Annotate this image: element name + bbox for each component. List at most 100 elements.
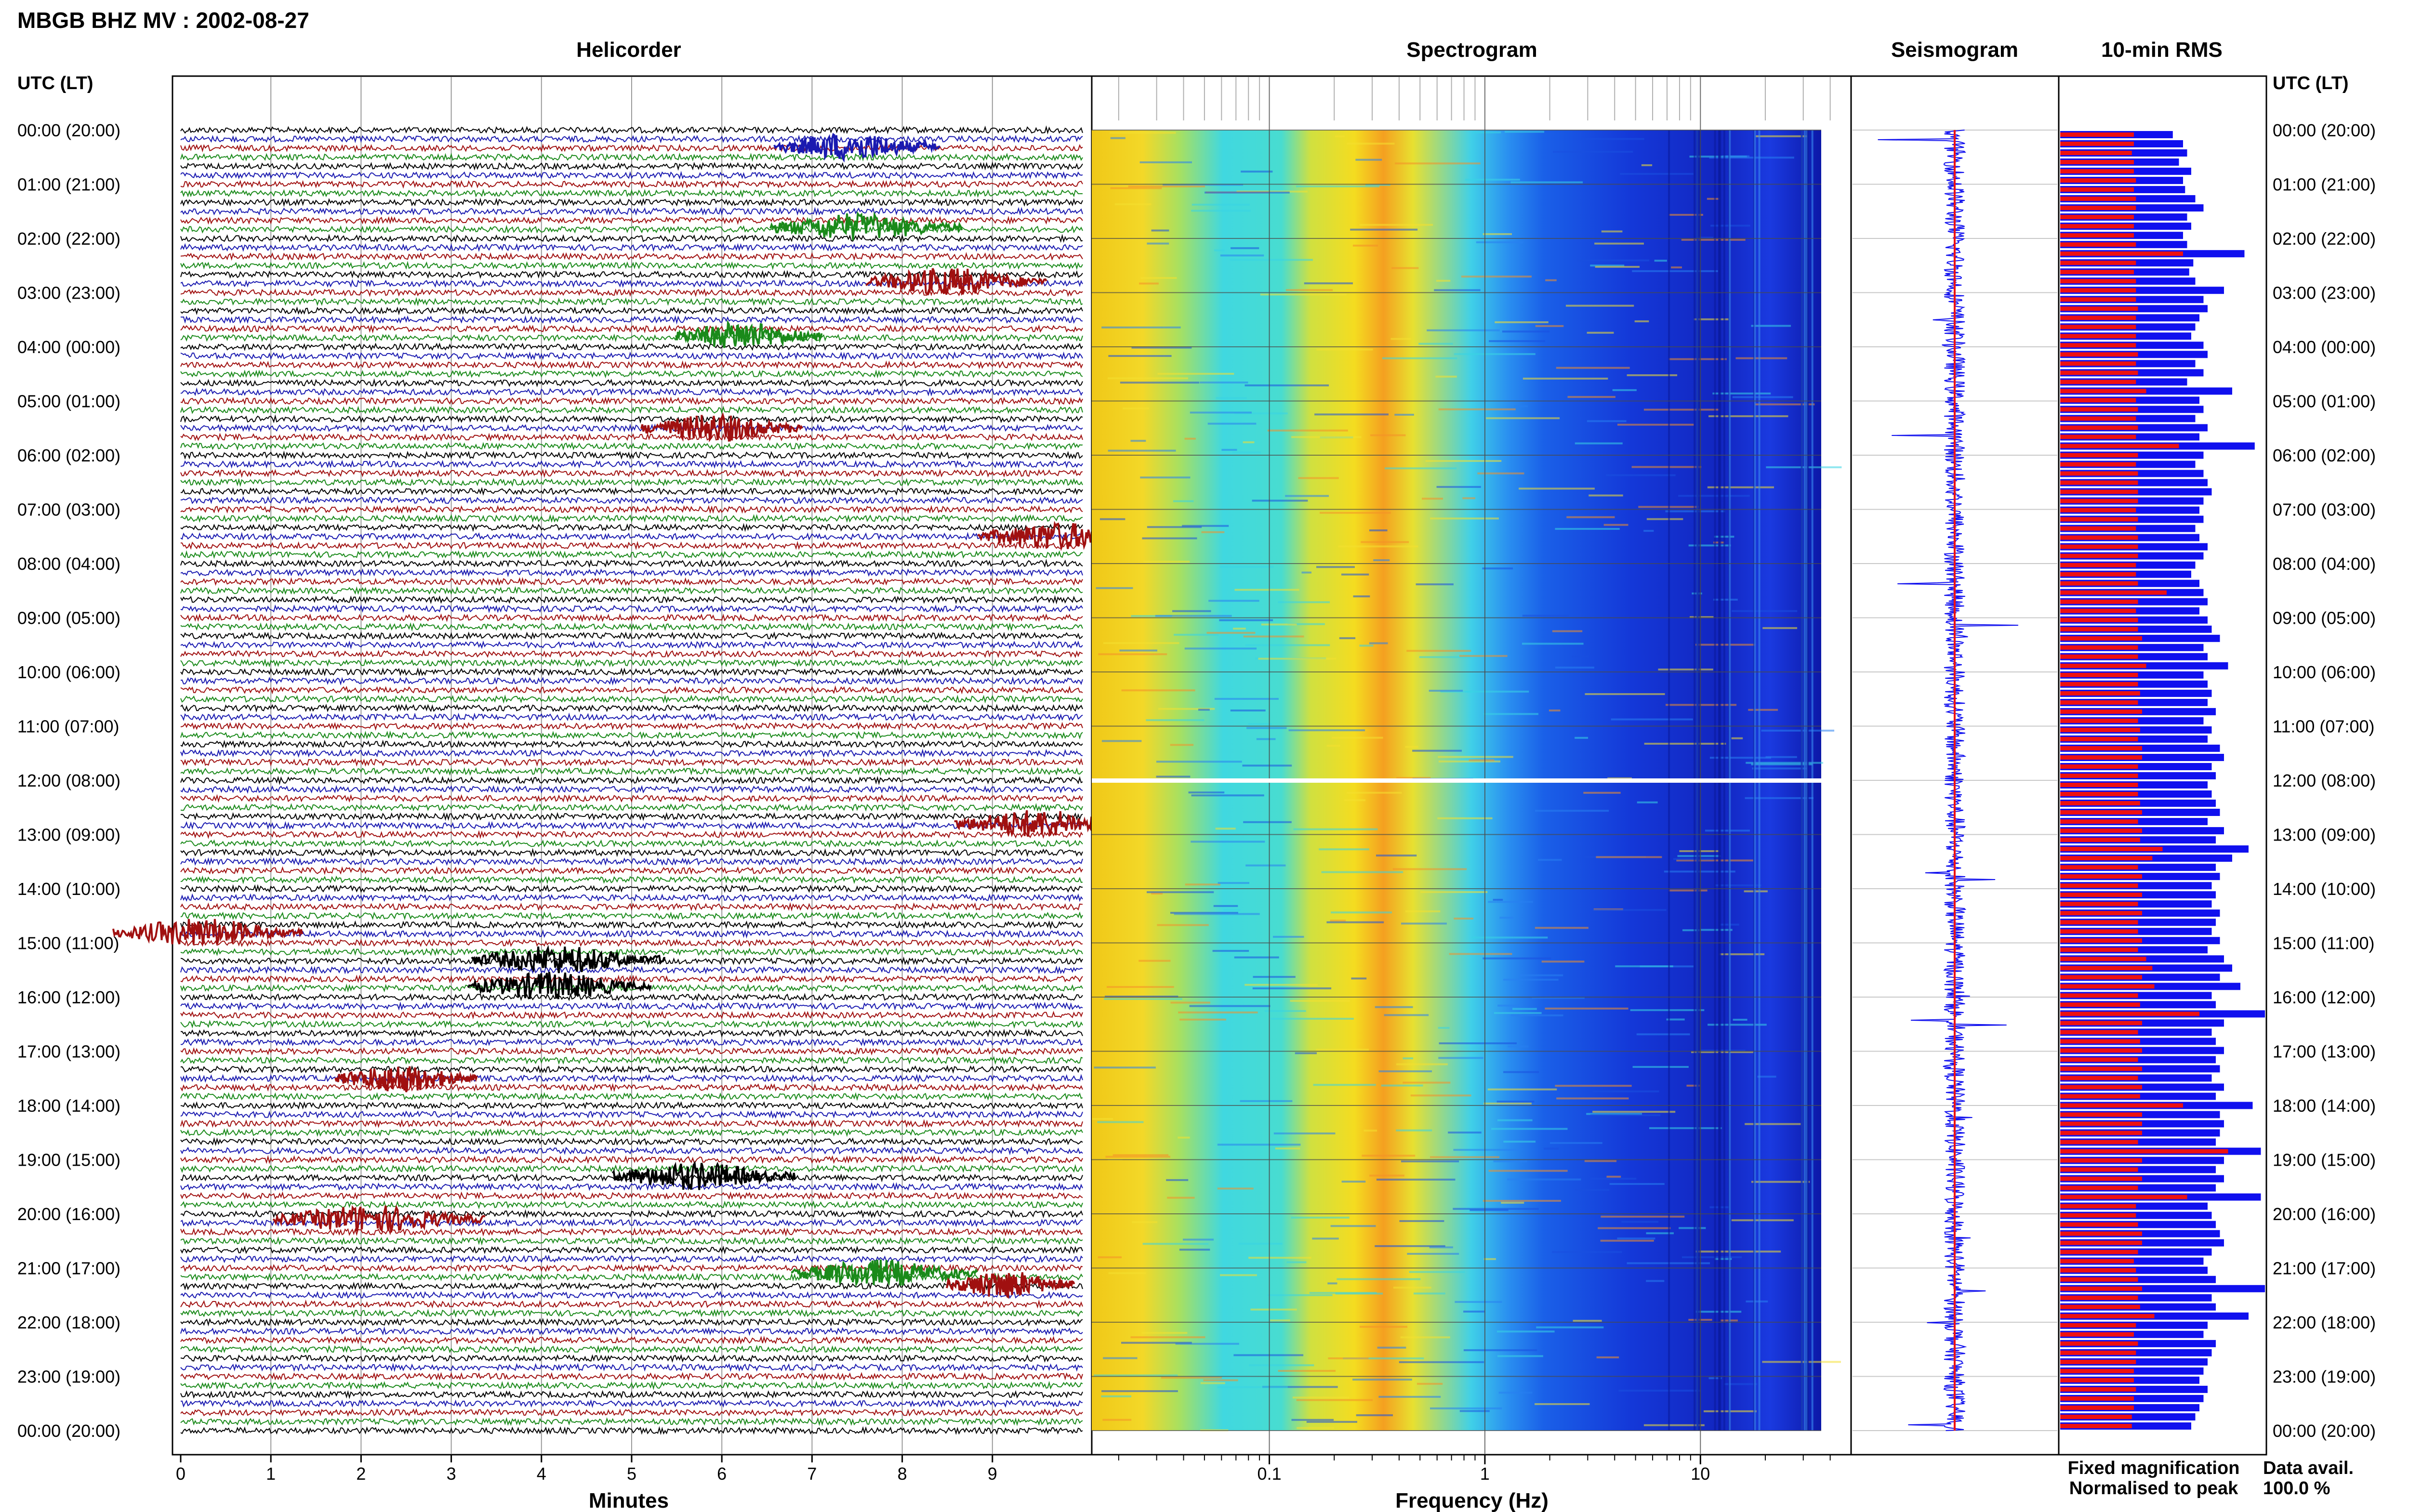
rms-bar-normalised (2060, 1002, 2140, 1007)
spectrogram-noise (1712, 392, 1771, 394)
spectrogram-noise (1131, 615, 1172, 617)
helicorder-trace (180, 243, 1083, 252)
spectrogram-noise (1403, 1081, 1451, 1084)
spectrogram-noise (1691, 1051, 1754, 1053)
spectrogram-noise (1592, 1090, 1659, 1092)
spectrogram-noise (1278, 601, 1330, 604)
helicorder-x-tick-label: 8 (898, 1464, 907, 1484)
time-label-right: 19:00 (15:00) (2273, 1150, 2376, 1170)
helicorder-trace (180, 785, 1083, 794)
spectrogram-noise (1213, 905, 1238, 907)
helicorder-trace (180, 134, 1083, 144)
helicorder-trace (180, 767, 1083, 776)
spectrogram-noise (1377, 1346, 1406, 1349)
spectrogram-noise (1392, 868, 1467, 870)
spectrogram-noise (1191, 794, 1264, 797)
rms-bar-normalised (2060, 215, 2134, 220)
spectrogram-noise (1271, 1018, 1354, 1020)
spectrogram-noise (1463, 1349, 1537, 1352)
spectrogram-noise (1330, 1225, 1376, 1227)
helicorder-trace (180, 812, 1083, 821)
spectrogram-noise (1151, 893, 1163, 895)
spectrogram-noise (1219, 565, 1274, 568)
helicorder-event (773, 132, 940, 163)
spectrogram-noise (1607, 777, 1632, 779)
spectrogram-noise (1462, 497, 1475, 500)
rms-bar-normalised (2060, 1131, 2142, 1135)
helicorder-trace (180, 640, 1083, 650)
spectrogram-noise (1108, 1272, 1146, 1275)
rms-bar-normalised (2060, 627, 2138, 631)
spectrogram-noise (1341, 1181, 1366, 1183)
helicorder-x-tick-label: 7 (807, 1464, 817, 1484)
spectrogram-noise (1359, 1326, 1408, 1328)
spectrogram-noise (1425, 460, 1502, 462)
rms-bar-normalised (2060, 1323, 2136, 1328)
spectrogram-noise (1643, 530, 1654, 532)
spectrogram-noise (1601, 230, 1623, 233)
spectrogram-noise (1377, 1178, 1456, 1181)
time-label-right: 00:00 (20:00) (2273, 120, 2376, 140)
rms-bar-normalised (2060, 1057, 2138, 1062)
spectrogram-noise (1212, 950, 1249, 952)
spectrogram-noise (1511, 1014, 1563, 1016)
rms-bar-normalised (2060, 499, 2138, 503)
spectrogram-noise (1381, 1084, 1423, 1087)
spectrogram-noise (1208, 600, 1259, 602)
helicorder-trace (180, 288, 1083, 297)
rms-bar-normalised (2060, 1341, 2138, 1346)
spectrogram-noise (1477, 472, 1524, 474)
rms-bar-normalised (2060, 1249, 2138, 1254)
spectrogram-noise (1681, 1256, 1742, 1259)
rms-bar-normalised (2060, 425, 2138, 430)
spectrogram-noise (1170, 1001, 1210, 1004)
rms-bar-normalised (2060, 1204, 2136, 1209)
spectrogram-noise (1641, 164, 1653, 166)
spectrogram-noise (1422, 498, 1443, 500)
spectrogram-noise (1298, 477, 1339, 479)
spectrogram-noise (1459, 1410, 1490, 1412)
helicorder-trace (180, 351, 1083, 361)
helicorder-trace (180, 207, 1083, 216)
spectrogram-noise (1331, 911, 1392, 914)
spectrogram-noise (1234, 956, 1279, 959)
spectrogram-noise (1094, 1066, 1156, 1069)
time-label-left: 20:00 (16:00) (17, 1204, 120, 1224)
rms-bar-normalised (2060, 1415, 2132, 1419)
legend-fixed-magnification: Fixed magnification (2068, 1458, 2240, 1478)
rms-bar-normalised (2060, 911, 2142, 916)
helicorder-trace (180, 1290, 1083, 1300)
spectrogram-noise (1391, 267, 1419, 269)
rms-bar-normalised (2060, 645, 2138, 650)
spectrogram-noise (1552, 1251, 1622, 1253)
spectrogram-noise (1221, 448, 1237, 451)
spectrogram-noise (1427, 329, 1500, 331)
helicorder-trace (180, 1028, 1083, 1038)
spectrogram-noise (1296, 1399, 1373, 1401)
spectrogram-noise (1666, 1018, 1685, 1021)
helicorder-trace (180, 568, 1083, 578)
spectrogram-noise (1350, 228, 1418, 231)
spectrogram-noise (1384, 467, 1457, 470)
rms-bar-normalised (2060, 489, 2138, 494)
spectrogram-noise (1414, 1292, 1445, 1295)
spectrogram-noise (1361, 541, 1409, 543)
spectrogram-noise (1370, 434, 1406, 436)
spectrogram-noise (1496, 1101, 1535, 1103)
spectrogram-noise (1590, 1114, 1661, 1117)
helicorder-trace (180, 947, 1083, 957)
rms-bar-normalised (2060, 691, 2140, 696)
rms-bar-normalised (2060, 480, 2138, 485)
rms-bar-normalised (2060, 407, 2138, 412)
spectrogram-noise (1512, 1008, 1537, 1010)
spectrogram-noise (1335, 135, 1345, 138)
time-labels-right: 00:00 (20:00) 01:00 (21:00) 02:00 (22:00) 0… (2273, 120, 2376, 1441)
helicorder-trace (180, 776, 1083, 785)
chart-title: MBGB BHZ MV : 2002-08-27 (17, 8, 309, 33)
rms-bar-normalised (2060, 206, 2136, 210)
spectrogram-noise (1244, 984, 1318, 986)
spectrogram-noise (1761, 729, 1835, 732)
spectrogram-noise (1748, 709, 1778, 711)
data-avail-label: Data avail. (2263, 1458, 2354, 1478)
rms-bar-normalised (2060, 535, 2138, 540)
